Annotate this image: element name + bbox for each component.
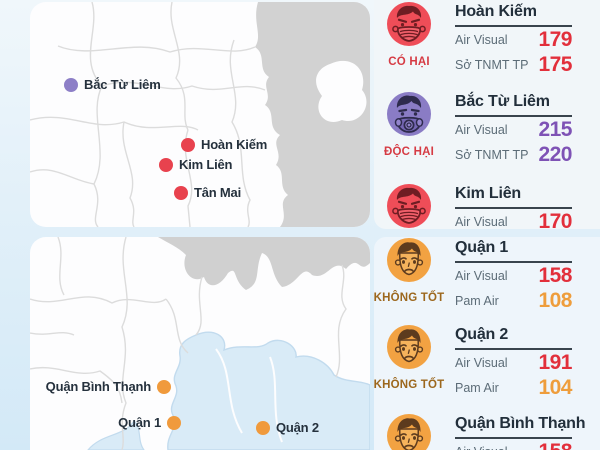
district-name: Hoàn Kiếm	[455, 3, 572, 27]
masked-face-icon	[387, 2, 431, 46]
hcmc-map-card: Quận Bình Thạnh Quận 1 Quận 2	[30, 237, 370, 450]
map-marker-quan-binh-thanh: Quận Bình Thạnh	[46, 379, 171, 394]
aqi-level-badge: KHÔNG TỐT	[374, 379, 445, 391]
aqi-level-badge: CÓ HẠI	[388, 56, 430, 68]
district-name: Quận Bình Thạnh	[455, 415, 586, 439]
district-boundaries	[30, 237, 347, 450]
purple-dot-icon	[64, 77, 78, 92]
aqi-value: 175	[538, 53, 572, 76]
source-label: Pam Air	[455, 294, 499, 308]
source-label: Air Visual	[455, 356, 508, 370]
marker-label: Quận Bình Thạnh	[45, 379, 152, 394]
district-boundaries	[30, 2, 266, 227]
marker-label: Quận 1	[118, 415, 161, 430]
aqi-value: 108	[538, 289, 572, 312]
red-dot-icon	[174, 185, 188, 200]
aqi-value: 179	[538, 28, 572, 51]
reading-row: Air Visual 158	[455, 440, 572, 450]
reading-row: Sở TNMT TP 220	[455, 143, 572, 167]
map-marker-kim-lien: Kim Liên	[159, 157, 232, 172]
aqi-value: 158	[538, 440, 572, 450]
reading-row: Air Visual 158	[455, 264, 572, 288]
aqi-value: 158	[538, 264, 572, 287]
orange-dot-icon	[157, 379, 171, 394]
reading-row: Pam Air 108	[455, 289, 572, 313]
map-marker-tan-mai: Tân Mai	[174, 185, 241, 200]
worried-face-icon	[387, 414, 431, 450]
reading-row: Air Visual 179	[455, 28, 572, 52]
hanoi-aqi-panel: CÓ HẠI Hoàn Kiếm Air Visual 179 Sở TNMT …	[374, 0, 600, 229]
orange-dot-icon	[167, 415, 181, 430]
river-channel	[87, 420, 145, 450]
district-name: Kim Liên	[455, 185, 572, 209]
district-name: Quận 2	[455, 326, 572, 350]
masked-face-icon	[387, 184, 431, 228]
hcmc-map	[30, 237, 370, 450]
aqi-value: 170	[538, 210, 572, 229]
marker-label: Hoàn Kiếm	[201, 137, 268, 152]
hcmc-aqi-panel: KHÔNG TỐT Quận 1 Air Visual 158 Pam Air …	[374, 237, 600, 450]
aqi-value: 191	[538, 351, 572, 374]
source-label: Air Visual	[455, 215, 508, 229]
red-dot-icon	[181, 137, 195, 152]
source-label: Air Visual	[455, 33, 508, 47]
map-outside-region	[158, 237, 370, 290]
source-label: Air Visual	[455, 269, 508, 283]
map-marker-bac-tu-liem: Bắc Từ Liêm	[64, 77, 161, 92]
map-marker-quan-1: Quận 1	[118, 415, 181, 430]
district-name: Bắc Từ Liêm	[455, 93, 572, 117]
map-marker-quan-2: Quận 2	[256, 420, 319, 435]
source-label: Air Visual	[455, 445, 508, 450]
source-label: Pam Air	[455, 381, 499, 395]
worried-face-icon	[387, 238, 431, 282]
source-label: Sở TNMT TP	[455, 58, 529, 72]
district-name: Quận 1	[455, 239, 572, 263]
reading-row: Pam Air 104	[455, 376, 572, 400]
reading-row: Air Visual 170	[455, 210, 572, 229]
marker-label: Tân Mai	[194, 185, 241, 200]
red-dot-icon	[159, 157, 173, 172]
aqi-value: 104	[538, 376, 572, 399]
map-outside-region	[255, 2, 370, 227]
marker-label: Kim Liên	[179, 157, 233, 172]
reading-row: Air Visual 215	[455, 118, 572, 142]
map-district-cutout	[316, 60, 367, 122]
aqi-level-badge: KHÔNG TỐT	[374, 292, 445, 304]
river-region	[167, 331, 370, 450]
gas-mask-face-icon	[387, 92, 431, 136]
aqi-value: 220	[538, 143, 572, 166]
reading-row: Air Visual 191	[455, 351, 572, 375]
hanoi-map-card: Bắc Từ Liêm Hoàn Kiếm Kim Liên Tân Mai	[30, 2, 370, 227]
marker-label: Quận 2	[276, 420, 319, 435]
aqi-level-badge: ĐỘC HẠI	[384, 146, 434, 158]
map-marker-hoan-kiem: Hoàn Kiếm	[181, 137, 267, 152]
marker-label: Bắc Từ Liêm	[84, 77, 161, 92]
water-boundaries	[215, 348, 283, 443]
orange-dot-icon	[256, 420, 270, 435]
source-label: Sở TNMT TP	[455, 148, 529, 162]
aqi-value: 215	[538, 118, 572, 141]
hanoi-map	[30, 2, 370, 227]
reading-row: Sở TNMT TP 175	[455, 53, 572, 77]
source-label: Air Visual	[455, 123, 508, 137]
worried-face-icon	[387, 325, 431, 369]
